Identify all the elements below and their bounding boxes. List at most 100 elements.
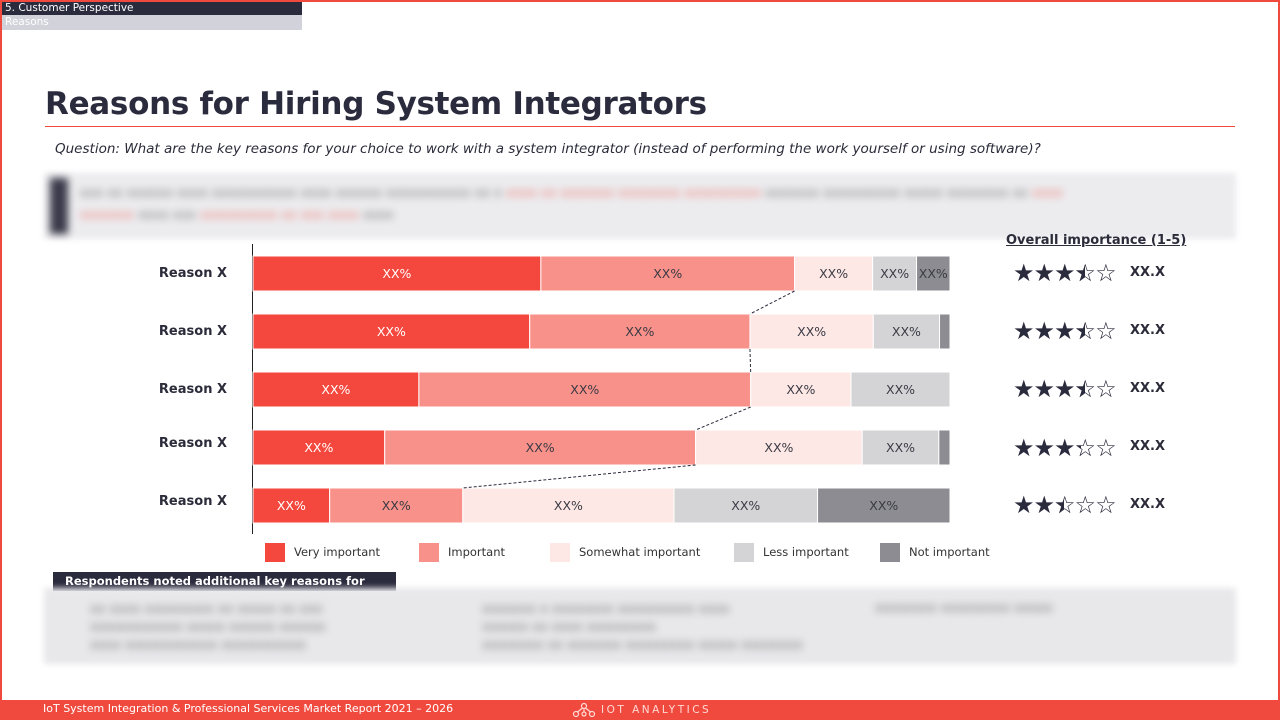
bar-value-label: XX% <box>797 324 826 339</box>
star-filled-icon: ★ <box>1054 259 1075 287</box>
footer-report-title: IoT System Integration & Professional Se… <box>43 702 454 715</box>
star-empty-icon: ☆ <box>1095 434 1116 462</box>
bar-segment <box>252 429 386 466</box>
bar-segment <box>695 429 863 466</box>
legend-label: Very important <box>294 545 381 559</box>
bar-value-label: XX% <box>625 324 654 339</box>
network-logo-icon <box>572 702 596 718</box>
bar-value-label: XX% <box>919 266 948 281</box>
star-empty-icon: ☆ <box>1095 491 1116 519</box>
bar-value-label: XX% <box>570 382 599 397</box>
blurred-insight-marker <box>50 178 68 234</box>
bar-segment <box>916 255 951 292</box>
importance-score-5: XX.X <box>1130 497 1166 512</box>
importance-score-3: XX.X <box>1130 381 1166 396</box>
legend-important: Important <box>419 542 505 562</box>
bar-value-label: XX% <box>786 382 815 397</box>
bar-value-label: XX% <box>886 440 915 455</box>
legend-swatch <box>265 542 285 562</box>
importance-score-4: XX.X <box>1130 439 1166 454</box>
category-label-1: Reason X <box>158 266 227 281</box>
bar-value-label: XX% <box>880 266 909 281</box>
legend-label: Somewhat important <box>579 545 701 559</box>
bar-segment <box>850 371 951 408</box>
legend-less-important: Less important <box>734 542 849 562</box>
bar-value-label: XX% <box>731 498 760 513</box>
bar-segment <box>794 255 874 292</box>
star-half-icon: ☆★ <box>1074 317 1096 345</box>
bar-segment <box>418 371 752 408</box>
star-filled-icon: ★ <box>1013 434 1034 462</box>
star-empty-icon: ☆ <box>1095 317 1116 345</box>
star-filled-icon: ★ <box>1054 317 1075 345</box>
star-filled-icon: ★ <box>1013 259 1034 287</box>
blurred-insight-text: xxx xx xxxxxx xxxx xxxxxxxxxxx xxxx xxxx… <box>80 186 1063 201</box>
bar-segment <box>252 313 531 350</box>
bar-value-label: XX% <box>886 382 915 397</box>
star-filled-icon: ★ <box>1054 434 1075 462</box>
legend-label: Less important <box>763 545 849 559</box>
bar-value-label: XX% <box>819 266 848 281</box>
category-label-3: Reason X <box>158 382 227 397</box>
star-filled-icon: ★ <box>1033 491 1055 519</box>
star-half-icon: ☆★ <box>1074 375 1096 403</box>
star-filled-icon: ★ <box>1013 491 1034 519</box>
top2-connector-line <box>749 348 752 373</box>
star-filled-icon: ★ <box>1033 259 1055 287</box>
top2-connector-line <box>695 406 751 431</box>
survey-question: Question: What are the key reasons for y… <box>55 141 1041 157</box>
rating-stars-2: ★★★☆★☆ <box>1013 317 1117 345</box>
rating-stars-4: ★★★☆★☆ <box>1013 434 1117 462</box>
bar-segment <box>872 313 941 350</box>
star-empty-icon: ☆ <box>1095 375 1116 403</box>
breadcrumb-subsection[interactable]: Reasons <box>2 15 302 30</box>
legend-swatch <box>419 542 439 562</box>
category-label-5: Reason X <box>158 494 227 509</box>
star-half-icon: ☆★ <box>1074 434 1096 462</box>
title-divider <box>45 126 1235 127</box>
bar-segment <box>462 487 675 524</box>
top2-connector-line <box>749 290 795 315</box>
rating-stars-1: ★★★☆★☆ <box>1013 259 1117 287</box>
blurred-insight-box <box>44 173 1236 239</box>
bar-value-label: XX% <box>377 324 406 339</box>
breadcrumb-section[interactable]: 5. Customer Perspective <box>2 2 302 15</box>
bar-segment <box>817 487 951 524</box>
bar-value-label: XX% <box>382 498 411 513</box>
legend-swatch <box>734 542 754 562</box>
star-half-icon: ☆★ <box>1054 491 1075 519</box>
bar-value-label: XX% <box>869 498 898 513</box>
importance-title: Overall importance (1-5) <box>1006 233 1187 248</box>
category-label-4: Reason X <box>158 436 227 451</box>
legend-label: Important <box>448 545 506 559</box>
footer-brand-label: IOT ANALYTICS <box>601 704 712 716</box>
star-filled-icon: ★ <box>1013 317 1034 345</box>
top2-connector-line <box>462 464 696 489</box>
blurred-additional-reasons <box>44 588 1236 664</box>
bar-segment <box>749 313 874 350</box>
page-title: Reasons for Hiring System Integrators <box>45 86 707 122</box>
bar-value-label: XX% <box>321 382 350 397</box>
blurred-reasons-col-2: xxxxxxx x xxxxxxxx xxxxxxxxxx xxxx xxxxxx… <box>482 602 803 653</box>
importance-score-1: XX.X <box>1130 265 1166 280</box>
bar-value-label: XX% <box>764 440 793 455</box>
bar-value-label: XX% <box>526 440 555 455</box>
bar-segment <box>939 313 951 350</box>
bar-segment <box>252 371 420 408</box>
category-label-2: Reason X <box>158 324 227 339</box>
blurred-reasons-col-3: xxxxxxxx xxxxxxxxx xxxxx <box>875 601 1053 616</box>
footer-bar <box>0 700 1280 720</box>
star-filled-icon: ★ <box>1033 317 1055 345</box>
blurred-reasons-col-1: xx xxxx xxxxxxxxx xx xxxxx xx xxx xxxxxxx… <box>90 602 326 653</box>
rating-stars-3: ★★★☆★☆ <box>1013 375 1117 403</box>
star-half-icon: ☆★ <box>1074 259 1096 287</box>
star-empty-icon: ☆ <box>1074 491 1096 519</box>
bar-value-label: XX% <box>304 440 333 455</box>
legend-not-important: Not important <box>880 542 990 562</box>
legend-somewhat-important: Somewhat important <box>550 542 700 562</box>
bar-segment <box>673 487 819 524</box>
star-filled-icon: ★ <box>1013 375 1034 403</box>
bar-segment <box>252 255 542 292</box>
bar-value-label: XX% <box>277 498 306 513</box>
